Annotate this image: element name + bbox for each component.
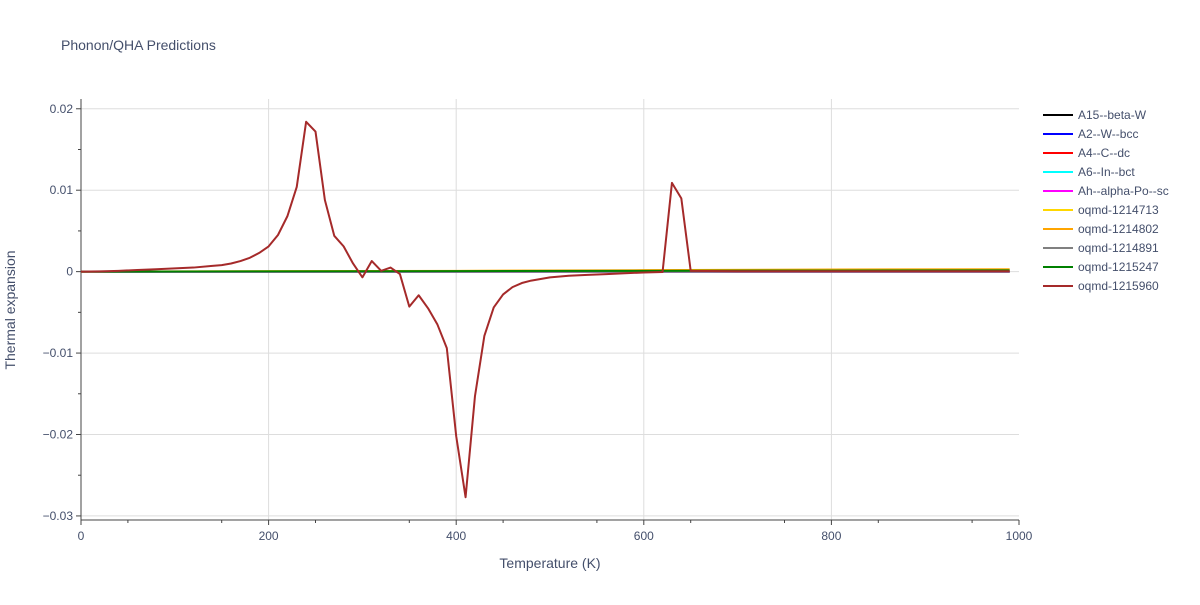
legend-item[interactable]: A2--W--bcc bbox=[1043, 127, 1138, 141]
legend-item[interactable]: oqmd-1215960 bbox=[1043, 279, 1159, 293]
legend-label: A4--C--dc bbox=[1078, 146, 1130, 160]
legend-label: A6--In--bct bbox=[1078, 165, 1135, 179]
y-tick-label: 0 bbox=[66, 265, 73, 279]
axes: 0 200 400 600 800 1000 0.02 0.01 0 −0.01 −0.02 −0.0… bbox=[43, 99, 1033, 543]
y-tick-label: −0.03 bbox=[43, 509, 74, 523]
legend-item[interactable]: A4--C--dc bbox=[1043, 146, 1130, 160]
y-tick-label: 0.02 bbox=[50, 102, 74, 116]
legend[interactable]: A15--beta-W A2--W--bcc A4--C--dc A6--In--bc… bbox=[1043, 108, 1169, 293]
legend-label: A15--beta-W bbox=[1078, 108, 1147, 122]
legend-label: oqmd-1214802 bbox=[1078, 222, 1159, 236]
legend-item[interactable]: A15--beta-W bbox=[1043, 108, 1147, 122]
y-tick-label: −0.01 bbox=[43, 346, 74, 360]
legend-label: oqmd-1215247 bbox=[1078, 260, 1159, 274]
legend-item[interactable]: A6--In--bct bbox=[1043, 165, 1135, 179]
legend-item[interactable]: Ah--alpha-Po--sc bbox=[1043, 184, 1169, 198]
x-tick-label: 1000 bbox=[1006, 529, 1033, 543]
x-tick-label: 600 bbox=[634, 529, 654, 543]
legend-label: oqmd-1214891 bbox=[1078, 241, 1159, 255]
legend-item[interactable]: oqmd-1214713 bbox=[1043, 203, 1159, 217]
series-line-oqmd-1215960 bbox=[80, 120, 1010, 499]
x-tick-label: 0 bbox=[78, 529, 85, 543]
series-layer bbox=[80, 120, 1010, 499]
y-tick-label: −0.02 bbox=[43, 427, 74, 441]
x-tick-label: 800 bbox=[821, 529, 841, 543]
y-axis-label: Thermal expansion bbox=[2, 250, 18, 369]
legend-label: Ah--alpha-Po--sc bbox=[1078, 184, 1169, 198]
x-tick-label: 400 bbox=[446, 529, 466, 543]
legend-item[interactable]: oqmd-1214802 bbox=[1043, 222, 1159, 236]
legend-label: oqmd-1214713 bbox=[1078, 203, 1159, 217]
legend-label: oqmd-1215960 bbox=[1078, 279, 1159, 293]
x-tick-label: 200 bbox=[259, 529, 279, 543]
legend-item[interactable]: oqmd-1214891 bbox=[1043, 241, 1159, 255]
chart-title: Phonon/QHA Predictions bbox=[61, 37, 216, 53]
legend-item[interactable]: oqmd-1215247 bbox=[1043, 260, 1159, 274]
y-tick-label: 0.01 bbox=[50, 183, 74, 197]
legend-label: A2--W--bcc bbox=[1078, 127, 1138, 141]
x-axis-label: Temperature (K) bbox=[499, 555, 600, 571]
